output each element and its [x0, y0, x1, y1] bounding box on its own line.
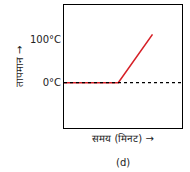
svg-text:(d): (d): [116, 157, 130, 168]
svg-text:तापमान →: तापमान →: [14, 46, 25, 88]
svg-text:0°C: 0°C: [43, 77, 61, 88]
svg-text:100°C: 100°C: [30, 34, 61, 45]
svg-text:समय (मिनट) →: समय (मिनट) →: [92, 133, 154, 144]
